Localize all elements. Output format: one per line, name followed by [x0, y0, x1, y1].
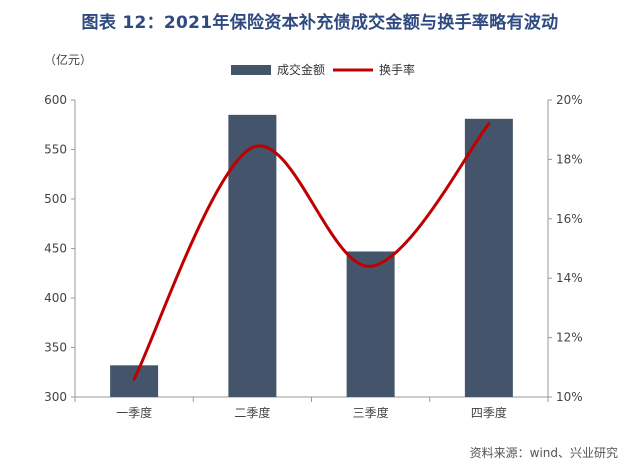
y-right-tick-label: 18%	[556, 152, 583, 166]
legend-label-bar: 成交金额	[277, 62, 325, 77]
legend-label-line: 换手率	[379, 62, 415, 77]
y-right-tick-label: 16%	[556, 212, 583, 226]
x-tick-label: 三季度	[353, 405, 389, 420]
y-left-tick-label: 350	[44, 341, 67, 355]
y-left-tick-label: 400	[44, 291, 67, 305]
x-tick-label: 一季度	[116, 405, 152, 420]
y-right-tick-label: 14%	[556, 271, 583, 285]
bar	[464, 118, 513, 397]
y-left-tick-label: 500	[44, 192, 67, 206]
y-left-tick-label: 550	[44, 143, 67, 157]
series-line-turnover	[132, 122, 491, 381]
chart-title: 图表 12：2021年保险资本补充债成交金额与换手率略有波动	[81, 13, 559, 33]
y-left-tick-label: 600	[44, 93, 67, 107]
y-axis-unit-label: （亿元）	[44, 53, 93, 67]
y-right-tick-label: 12%	[556, 331, 583, 345]
source-note: 资料来源：wind、兴业研究	[469, 446, 618, 460]
y-left-tick-label: 450	[44, 242, 67, 256]
bar	[346, 251, 395, 397]
legend-swatch-bar	[231, 65, 271, 75]
x-tick-label: 四季度	[471, 405, 507, 420]
y-right-tick-label: 20%	[556, 93, 583, 107]
bar	[228, 114, 277, 397]
bar	[110, 365, 159, 397]
y-left-tick-label: 300	[44, 390, 67, 404]
y-right-tick-label: 10%	[556, 390, 583, 404]
x-tick-label: 二季度	[234, 405, 270, 420]
